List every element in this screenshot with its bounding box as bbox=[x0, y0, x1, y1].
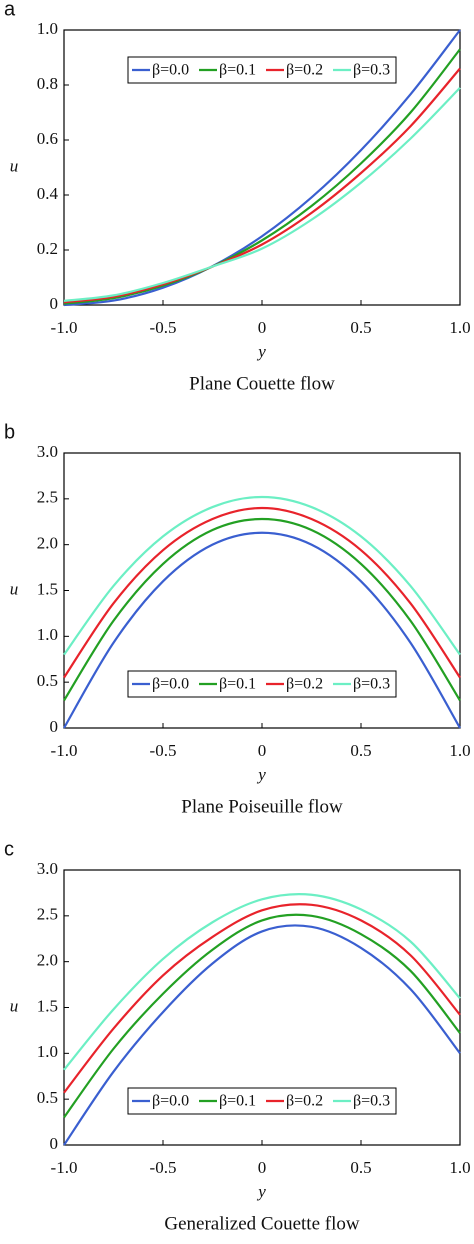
y-tick-label: 1.0 bbox=[37, 19, 58, 38]
legend-box bbox=[127, 670, 397, 698]
y-tick-label: 0.5 bbox=[37, 1088, 58, 1107]
y-tick-label: 0 bbox=[50, 717, 59, 736]
legend-label: β=0.3 bbox=[353, 62, 390, 79]
y-tick-label: 3.0 bbox=[37, 859, 58, 878]
legend-label: β=0.0 bbox=[152, 1093, 189, 1110]
x-tick-label: 0 bbox=[258, 1158, 267, 1177]
y-tick-label: 2.0 bbox=[37, 534, 58, 553]
data-line bbox=[63, 48, 461, 305]
x-tick-label: 0 bbox=[258, 741, 267, 760]
y-tick-label: 0.2 bbox=[37, 239, 58, 258]
panel-label: b bbox=[4, 421, 15, 443]
y-tick-label: 0.6 bbox=[37, 129, 58, 148]
y-tick-label: 1.0 bbox=[37, 625, 58, 644]
y-tick-label: 2.5 bbox=[37, 905, 58, 924]
x-tick-label: 0 bbox=[258, 318, 267, 337]
x-tick-label: -0.5 bbox=[150, 1158, 177, 1177]
x-tick-label: -1.0 bbox=[51, 318, 78, 337]
panel-label: c bbox=[4, 838, 14, 860]
legend-label: β=0.0 bbox=[152, 62, 189, 79]
legend-box bbox=[127, 1087, 397, 1115]
data-line bbox=[63, 506, 461, 679]
y-axis-label: u bbox=[10, 996, 19, 1015]
x-axis-label: y bbox=[256, 342, 266, 361]
y-tick-label: 0.8 bbox=[37, 74, 58, 93]
data-line bbox=[63, 67, 461, 304]
x-tick-label: 0.5 bbox=[350, 318, 371, 337]
x-tick-label: -0.5 bbox=[150, 741, 177, 760]
x-tick-label: 1.0 bbox=[449, 318, 470, 337]
data-line bbox=[63, 495, 461, 656]
y-axis-label: u bbox=[10, 156, 19, 175]
data-line bbox=[63, 517, 461, 702]
data-line bbox=[63, 531, 461, 729]
legend-box bbox=[127, 56, 397, 84]
x-tick-label: -0.5 bbox=[150, 318, 177, 337]
x-tick-label: 0.5 bbox=[350, 741, 371, 760]
legend-label: β=0.3 bbox=[353, 1093, 390, 1110]
x-axis-label: y bbox=[256, 765, 266, 784]
y-axis-label: u bbox=[10, 579, 19, 598]
y-tick-label: 3.0 bbox=[37, 442, 58, 461]
y-tick-label: 0 bbox=[50, 294, 59, 313]
data-line bbox=[63, 913, 461, 1119]
y-tick-label: 1.5 bbox=[37, 996, 58, 1015]
legend-label: β=0.2 bbox=[286, 62, 323, 79]
y-tick-label: 1.0 bbox=[37, 1042, 58, 1061]
x-tick-label: -1.0 bbox=[51, 1158, 78, 1177]
legend-label: β=0.1 bbox=[219, 676, 256, 693]
chart-title: Generalized Couette flow bbox=[164, 1213, 359, 1234]
y-tick-label: 0.5 bbox=[37, 671, 58, 690]
y-tick-label: 1.5 bbox=[37, 579, 58, 598]
legend-label: β=0.1 bbox=[219, 62, 256, 79]
data-line bbox=[63, 29, 461, 307]
y-tick-label: 0.4 bbox=[37, 184, 59, 203]
data-line bbox=[63, 903, 461, 1094]
chart-title: Plane Poiseuille flow bbox=[181, 796, 343, 817]
y-tick-label: 0 bbox=[50, 1134, 59, 1153]
x-axis-label: y bbox=[256, 1182, 266, 1201]
x-tick-label: -1.0 bbox=[51, 741, 78, 760]
data-line bbox=[63, 86, 461, 302]
legend-label: β=0.2 bbox=[286, 1093, 323, 1110]
x-tick-label: 1.0 bbox=[449, 741, 470, 760]
legend-label: β=0.0 bbox=[152, 676, 189, 693]
panel-label: a bbox=[4, 0, 16, 20]
legend-label: β=0.3 bbox=[353, 676, 390, 693]
legend-label: β=0.2 bbox=[286, 676, 323, 693]
chart-title: Plane Couette flow bbox=[189, 373, 335, 394]
x-tick-label: 0.5 bbox=[350, 1158, 371, 1177]
y-tick-label: 2.5 bbox=[37, 488, 58, 507]
data-line bbox=[63, 893, 461, 1071]
x-tick-label: 1.0 bbox=[449, 1158, 470, 1177]
legend-label: β=0.1 bbox=[219, 1093, 256, 1110]
data-line bbox=[63, 924, 461, 1146]
y-tick-label: 2.0 bbox=[37, 951, 58, 970]
